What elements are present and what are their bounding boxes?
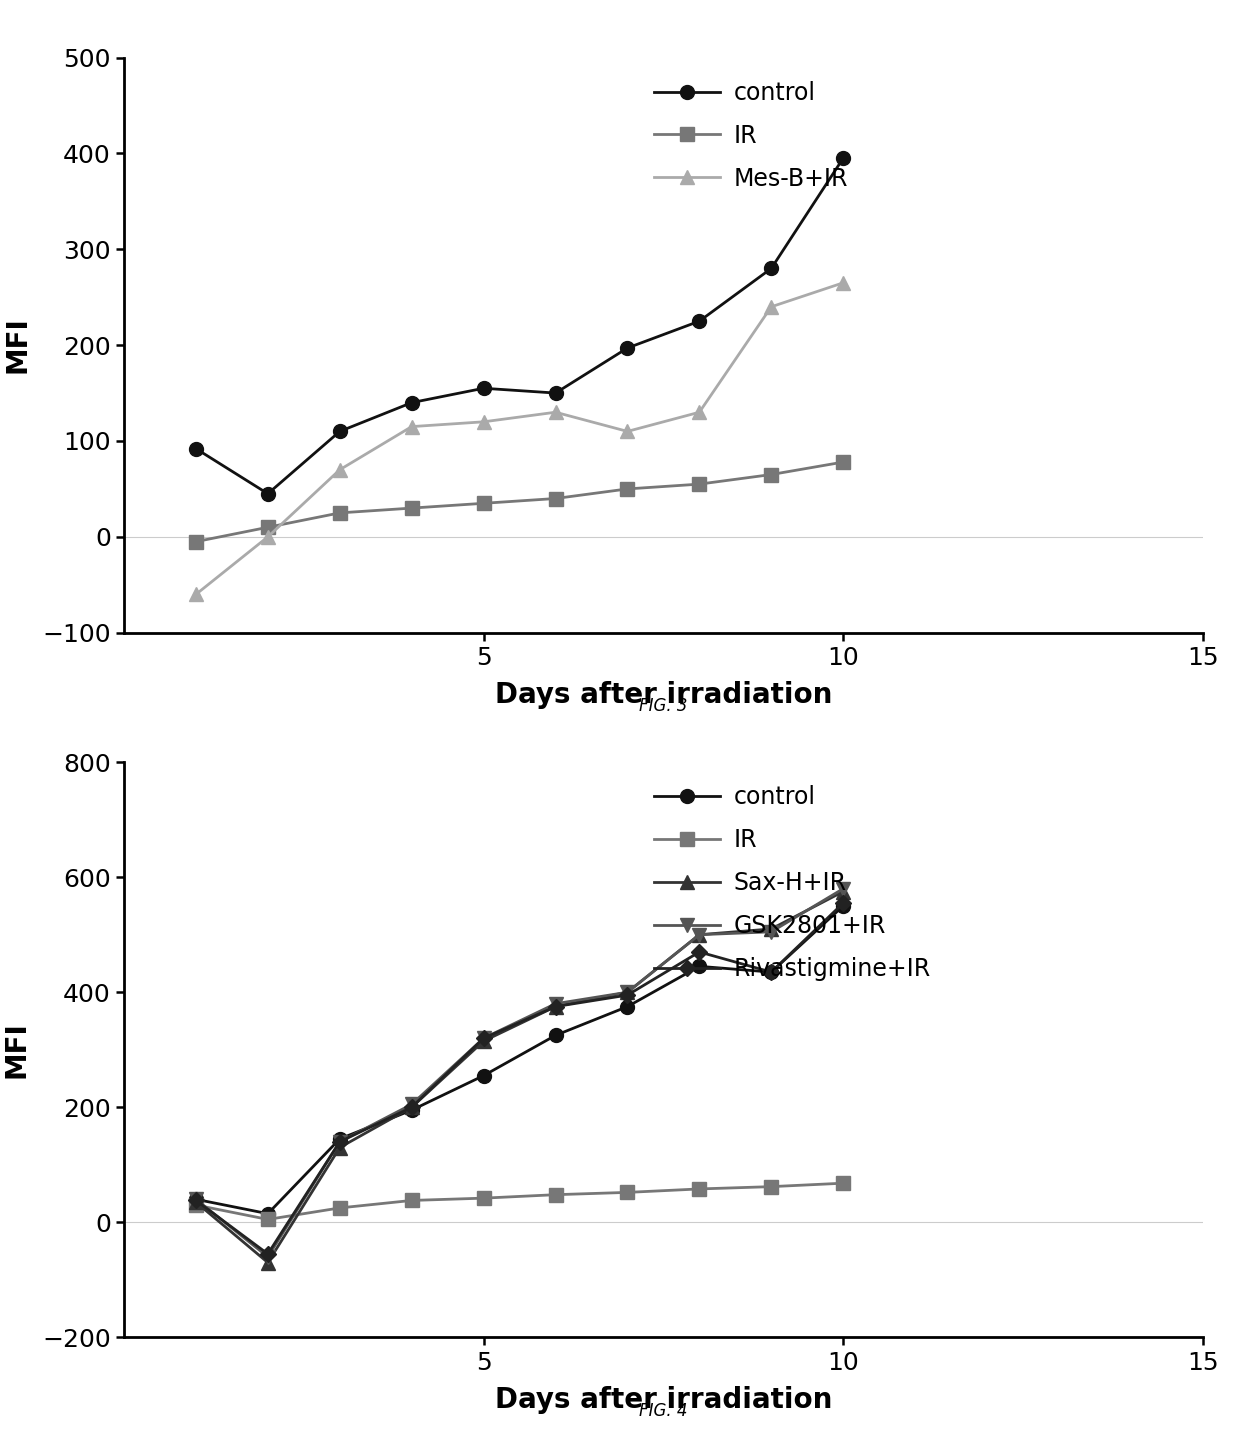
control <box>332 1130 347 1148</box>
Rivastigmine+IR <box>476 1030 491 1047</box>
control <box>836 897 851 915</box>
control <box>692 312 707 329</box>
Mes-B+IR <box>260 528 275 545</box>
Sax-H+IR <box>260 1254 275 1271</box>
IR <box>692 1181 707 1198</box>
Line: control: control <box>188 151 851 500</box>
control <box>548 1027 563 1044</box>
GSK2801+IR <box>692 926 707 943</box>
IR <box>260 519 275 536</box>
control <box>188 440 203 457</box>
control <box>548 384 563 401</box>
Rivastigmine+IR <box>260 1245 275 1263</box>
Y-axis label: MFI: MFI <box>2 316 31 374</box>
Legend: control, IR, Sax-H+IR, GSK2801+IR, Rivastigmine+IR: control, IR, Sax-H+IR, GSK2801+IR, Rivas… <box>653 785 931 981</box>
Mes-B+IR <box>476 413 491 430</box>
control <box>620 998 635 1015</box>
X-axis label: Days after irradiation: Days after irradiation <box>495 1386 832 1414</box>
Mes-B+IR <box>620 423 635 440</box>
GSK2801+IR <box>188 1191 203 1208</box>
control <box>188 1191 203 1208</box>
Mes-B+IR <box>692 404 707 421</box>
IR <box>620 480 635 498</box>
GSK2801+IR <box>260 1248 275 1265</box>
Sax-H+IR <box>620 984 635 1001</box>
Line: IR: IR <box>188 456 851 548</box>
Mes-B+IR <box>548 404 563 421</box>
IR <box>548 1186 563 1204</box>
Sax-H+IR <box>692 926 707 943</box>
IR <box>836 453 851 470</box>
Rivastigmine+IR <box>764 963 779 981</box>
GSK2801+IR <box>476 1030 491 1047</box>
Rivastigmine+IR <box>548 998 563 1015</box>
IR <box>260 1211 275 1228</box>
Mes-B+IR <box>836 275 851 292</box>
IR <box>836 1175 851 1192</box>
Y-axis label: MFI: MFI <box>2 1021 31 1078</box>
Mes-B+IR <box>188 585 203 603</box>
IR <box>692 476 707 493</box>
control <box>404 394 419 411</box>
control <box>260 1205 275 1222</box>
Mes-B+IR <box>332 462 347 479</box>
control <box>476 1067 491 1084</box>
IR <box>764 466 779 483</box>
Text: FIG. 4: FIG. 4 <box>639 1402 688 1421</box>
IR <box>476 495 491 512</box>
GSK2801+IR <box>764 923 779 940</box>
IR <box>332 1199 347 1217</box>
Rivastigmine+IR <box>188 1192 203 1209</box>
Rivastigmine+IR <box>620 986 635 1004</box>
Sax-H+IR <box>332 1139 347 1156</box>
IR <box>188 1196 203 1214</box>
IR <box>404 499 419 516</box>
IR <box>404 1192 419 1209</box>
IR <box>188 533 203 551</box>
control <box>764 260 779 278</box>
IR <box>332 505 347 522</box>
Line: Rivastigmine+IR: Rivastigmine+IR <box>191 897 848 1260</box>
Sax-H+IR <box>476 1032 491 1050</box>
Line: control: control <box>188 899 851 1221</box>
control <box>764 963 779 981</box>
Legend: control, IR, Mes-B+IR: control, IR, Mes-B+IR <box>653 81 848 191</box>
Line: Sax-H+IR: Sax-H+IR <box>188 884 851 1270</box>
Sax-H+IR <box>836 883 851 900</box>
Sax-H+IR <box>764 920 779 938</box>
control <box>620 339 635 357</box>
GSK2801+IR <box>404 1096 419 1113</box>
Mes-B+IR <box>404 418 419 436</box>
GSK2801+IR <box>548 995 563 1012</box>
X-axis label: Days after irradiation: Days after irradiation <box>495 682 832 709</box>
Rivastigmine+IR <box>692 943 707 961</box>
IR <box>764 1178 779 1195</box>
control <box>476 380 491 397</box>
Line: Mes-B+IR: Mes-B+IR <box>188 276 851 601</box>
IR <box>620 1183 635 1201</box>
GSK2801+IR <box>620 984 635 1001</box>
Sax-H+IR <box>548 998 563 1015</box>
control <box>260 485 275 502</box>
control <box>692 958 707 975</box>
Rivastigmine+IR <box>332 1133 347 1150</box>
control <box>836 150 851 167</box>
IR <box>548 490 563 508</box>
Mes-B+IR <box>764 298 779 315</box>
GSK2801+IR <box>332 1133 347 1150</box>
Rivastigmine+IR <box>404 1099 419 1116</box>
GSK2801+IR <box>836 880 851 897</box>
Sax-H+IR <box>404 1099 419 1116</box>
Text: FIG. 3: FIG. 3 <box>639 697 688 716</box>
Line: GSK2801+IR: GSK2801+IR <box>188 881 851 1264</box>
control <box>404 1102 419 1119</box>
Sax-H+IR <box>188 1194 203 1211</box>
Line: IR: IR <box>188 1176 851 1227</box>
control <box>332 423 347 440</box>
Rivastigmine+IR <box>836 894 851 912</box>
IR <box>476 1189 491 1206</box>
